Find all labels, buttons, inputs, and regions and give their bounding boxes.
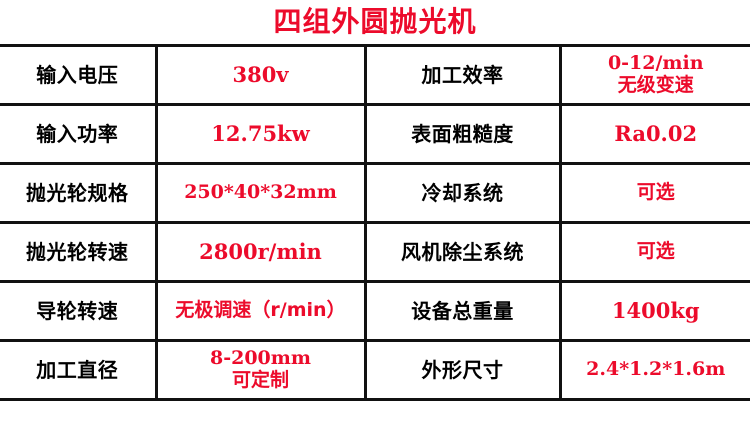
spec-label-input-power: 输入功率	[0, 103, 158, 165]
spec-value-guide-wheel-speed: 无极调速（r/min）	[154, 280, 367, 342]
spec-label-text: 输入功率	[36, 121, 119, 146]
spec-value-processing-diameter: 8-200mm 可定制	[154, 339, 367, 401]
table-row: 抛光轮转速 2800r/min 风机除尘系统 可选	[0, 221, 750, 283]
spec-label-text: 导轮转速	[36, 298, 119, 323]
spec-label-text: 外形尺寸	[421, 357, 504, 382]
spec-value-text: 无极调速（r/min）	[175, 299, 346, 322]
spec-label-text: 抛光轮转速	[26, 239, 129, 264]
table-row: 导轮转速 无极调速（r/min） 设备总重量 1400kg	[0, 280, 750, 342]
spec-value-total-weight: 1400kg	[558, 280, 750, 342]
spec-label-overall-dimensions: 外形尺寸	[363, 339, 562, 401]
spec-value-text: 8-200mm 可定制	[162, 347, 360, 392]
spec-value-text: 2.4*1.2*1.6m	[586, 358, 726, 381]
spec-value-line-2: 可定制	[231, 369, 289, 391]
spec-value-overall-dimensions: 2.4*1.2*1.6m	[558, 339, 750, 401]
spec-value-line-1: 8-200mm	[210, 347, 311, 370]
page-title: 四组外圆抛光机	[273, 5, 477, 38]
spec-value-text: 12.75kw	[211, 121, 310, 146]
table-row: 输入功率 12.75kw 表面粗糙度 Ra0.02	[0, 103, 750, 165]
spec-label-text: 冷却系统	[421, 180, 504, 205]
spec-value-text: 可选	[636, 181, 675, 204]
spec-label-processing-diameter: 加工直径	[0, 339, 158, 401]
spec-label-input-voltage: 输入电压	[0, 44, 158, 106]
spec-value-text: 可选	[636, 240, 675, 263]
spec-label-text: 设备总重量	[411, 298, 514, 323]
spec-label-processing-efficiency: 加工效率	[363, 44, 562, 106]
spec-label-fan-dust-removal-system: 风机除尘系统	[363, 221, 562, 283]
spec-value-surface-roughness: Ra0.02	[558, 103, 750, 165]
specifications-table: 输入电压 380v 加工效率 0-12/min 无级变速 输入功率	[0, 44, 750, 401]
spec-value-text: 380v	[232, 62, 289, 87]
spec-label-text: 风机除尘系统	[401, 239, 524, 264]
spec-label-polishing-wheel-size: 抛光轮规格	[0, 162, 158, 224]
spec-value-text: Ra0.02	[614, 121, 698, 146]
spec-label-text: 抛光轮规格	[26, 180, 129, 205]
spec-value-polishing-wheel-size: 250*40*32mm	[154, 162, 367, 224]
table-row: 抛光轮规格 250*40*32mm 冷却系统 可选	[0, 162, 750, 224]
spec-value-line-2: 无级变速	[617, 74, 694, 96]
spec-value-text: 1400kg	[611, 298, 700, 323]
spec-label-total-weight: 设备总重量	[363, 280, 562, 342]
spec-value-line-1: 0-12/min	[607, 52, 704, 75]
spec-value-fan-dust-removal-system: 可选	[558, 221, 750, 283]
spec-value-cooling-system: 可选	[558, 162, 750, 224]
spec-label-text: 表面粗糙度	[411, 121, 514, 146]
spec-value-text: 2800r/min	[199, 239, 322, 264]
spec-label-surface-roughness: 表面粗糙度	[363, 103, 562, 165]
spec-label-text: 加工效率	[421, 62, 504, 87]
spec-value-input-power: 12.75kw	[154, 103, 367, 165]
spec-value-text: 0-12/min 无级变速	[566, 52, 747, 97]
spec-label-polishing-wheel-speed: 抛光轮转速	[0, 221, 158, 283]
spec-value-input-voltage: 380v	[154, 44, 367, 106]
table-row: 输入电压 380v 加工效率 0-12/min 无级变速	[0, 44, 750, 106]
spec-label-cooling-system: 冷却系统	[363, 162, 562, 224]
spec-label-text: 输入电压	[36, 62, 119, 87]
spec-value-processing-efficiency: 0-12/min 无级变速	[558, 44, 750, 106]
spec-label-text: 加工直径	[36, 357, 119, 382]
spec-label-guide-wheel-speed: 导轮转速	[0, 280, 158, 342]
table-row: 加工直径 8-200mm 可定制 外形尺寸 2.4*1.2*1.6m	[0, 339, 750, 401]
spec-value-polishing-wheel-speed: 2800r/min	[154, 221, 367, 283]
spec-value-text: 250*40*32mm	[184, 181, 337, 204]
